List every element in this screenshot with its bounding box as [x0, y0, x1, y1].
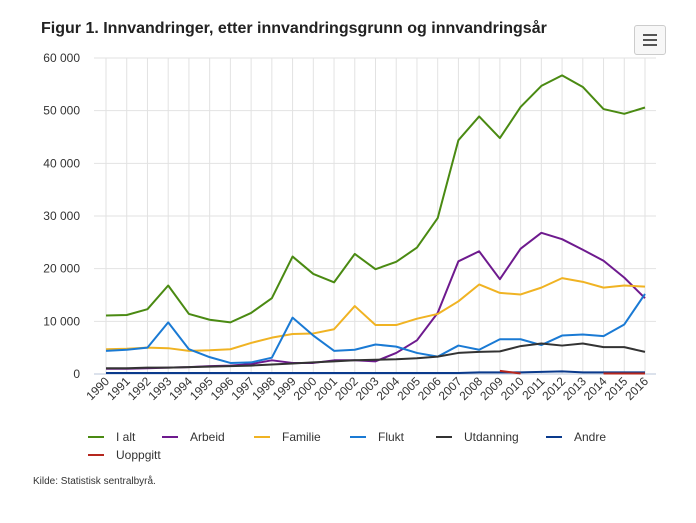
legend-label: Familie — [282, 430, 321, 444]
legend-label: Andre — [574, 430, 607, 444]
y-tick-label: 0 — [73, 367, 80, 381]
series-line-i-alt — [105, 74, 646, 324]
legend-swatch — [254, 436, 270, 438]
legend-item[interactable]: Uoppgitt — [88, 448, 161, 462]
legend-swatch — [546, 436, 562, 438]
series-line-utdanning — [106, 342, 646, 370]
legend-label: I alt — [116, 430, 136, 444]
legend-label: Utdanning — [464, 430, 519, 444]
legend-item[interactable]: I alt — [88, 430, 135, 444]
y-tick-label: 30 000 — [43, 209, 80, 223]
legend-item[interactable]: Andre — [546, 430, 606, 444]
legend-label: Arbeid — [190, 430, 225, 444]
legend-label: Flukt — [378, 430, 405, 444]
legend-swatch — [436, 436, 452, 438]
series-line-uoppgitt — [499, 369, 645, 375]
legend-label: Uoppgitt — [116, 448, 161, 462]
x-tick-label: 2016 — [622, 374, 651, 403]
legend-swatch — [162, 436, 178, 438]
legend-item[interactable]: Utdanning — [436, 430, 519, 444]
legend-item[interactable]: Familie — [254, 430, 321, 444]
y-tick-label: 60 000 — [43, 51, 80, 65]
y-tick-label: 10 000 — [43, 314, 80, 328]
chart-menu-button[interactable] — [634, 25, 666, 55]
legend-swatch — [88, 454, 104, 456]
legend-swatch — [88, 436, 104, 438]
series-line-flukt — [105, 293, 646, 364]
y-tick-label: 50 000 — [43, 104, 80, 118]
series-line-andre — [106, 370, 645, 374]
legend-item[interactable]: Flukt — [350, 430, 404, 444]
series-line-familie — [105, 277, 646, 352]
legend-swatch — [350, 436, 366, 438]
legend-item[interactable]: Arbeid — [162, 430, 225, 444]
y-tick-label: 40 000 — [43, 156, 80, 170]
chart-title: Figur 1. Innvandringer, etter innvandrin… — [41, 20, 547, 37]
source-note: Kilde: Statistisk sentralbyrå. — [33, 476, 156, 487]
y-tick-label: 20 000 — [43, 262, 80, 276]
